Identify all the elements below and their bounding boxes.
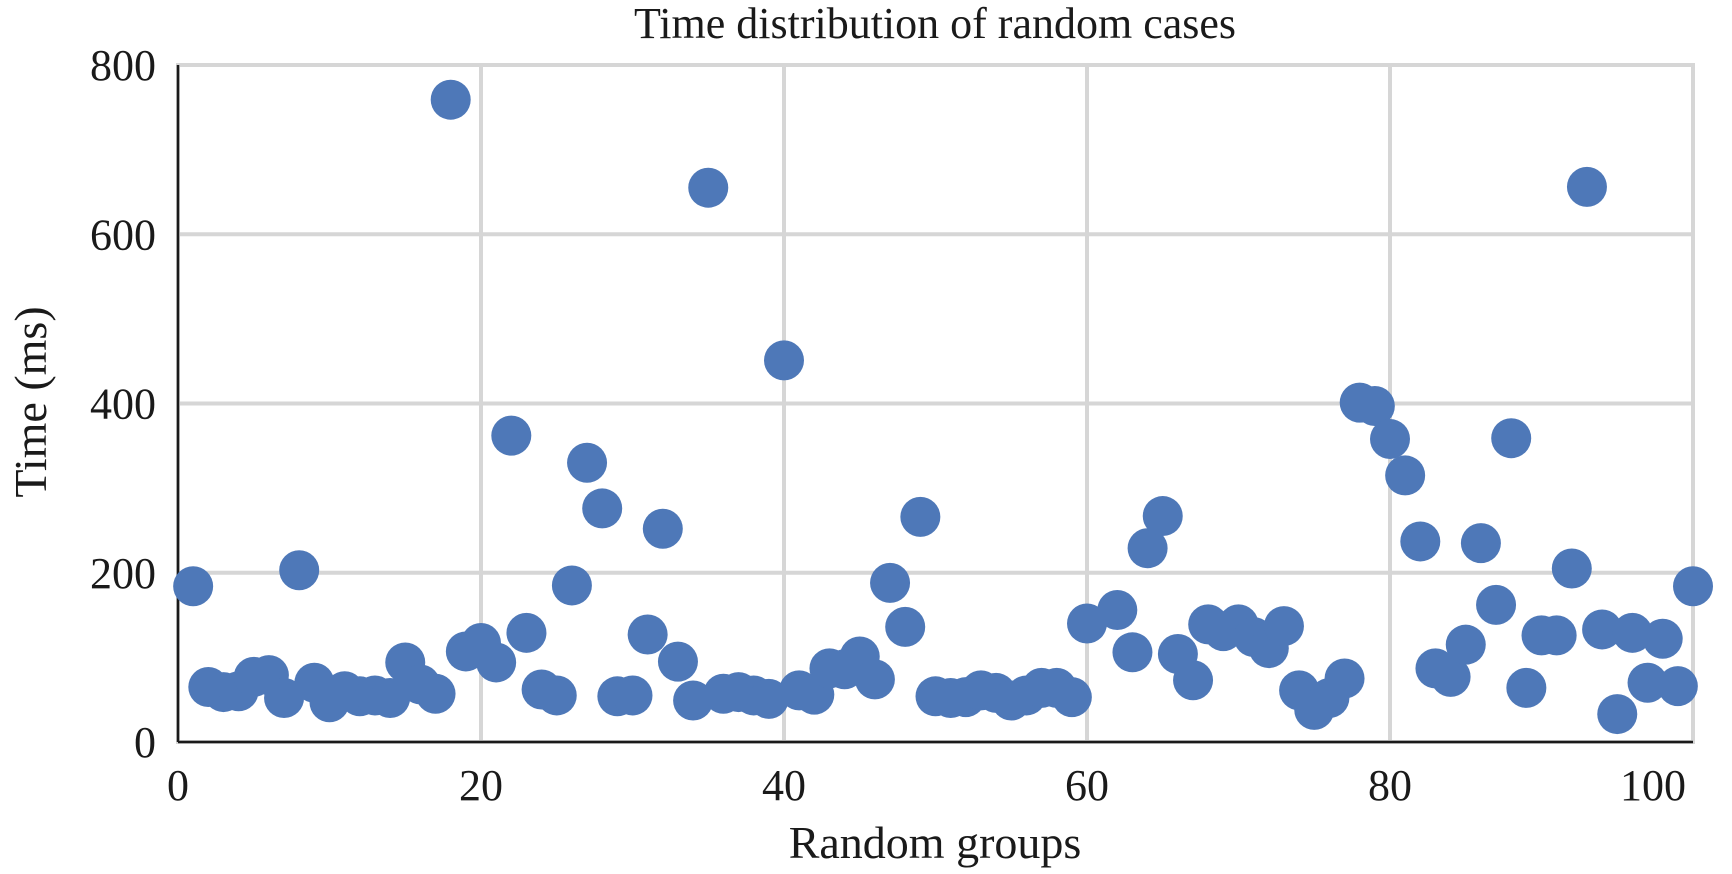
data-point (1642, 618, 1683, 659)
data-point (279, 550, 320, 591)
y-axis-title: Time (ms) (5, 306, 56, 497)
data-point (1627, 662, 1668, 703)
data-point (1597, 694, 1638, 735)
x-tick-label: 100 (1620, 761, 1686, 810)
data-point (1354, 386, 1395, 427)
data-point (582, 488, 623, 529)
data-point (642, 508, 683, 549)
x-tick-labels: 0 20 40 60 80 100 (167, 761, 1686, 810)
y-tick-label: 600 (90, 210, 156, 259)
data-point (1612, 612, 1653, 653)
data-point (1582, 609, 1623, 650)
data-point (1551, 548, 1592, 589)
data-point (1506, 667, 1547, 708)
data-point (1370, 419, 1410, 460)
data-point (476, 642, 517, 683)
data-point (1067, 603, 1107, 644)
x-axis-title: Random groups (789, 817, 1082, 868)
data-point (885, 606, 926, 647)
y-tick-label: 200 (90, 549, 156, 598)
data-point (1400, 521, 1441, 562)
data-point (567, 442, 608, 483)
data-point (657, 641, 698, 682)
data-points (173, 79, 1713, 735)
data-point (1673, 566, 1713, 607)
data-point (506, 612, 547, 653)
data-point (688, 167, 729, 208)
data-point (612, 675, 653, 716)
data-point (673, 680, 714, 721)
chart-title: Time distribution of random cases (634, 0, 1236, 48)
y-tick-label: 800 (90, 41, 156, 90)
data-point (1476, 584, 1517, 625)
data-point (1566, 166, 1607, 207)
data-point (1112, 632, 1153, 673)
data-point (1430, 656, 1471, 697)
data-point (264, 677, 305, 718)
data-point (415, 673, 456, 714)
data-point (1385, 455, 1426, 496)
data-point (1127, 528, 1168, 569)
data-point (551, 565, 592, 606)
x-tick-label: 60 (1065, 761, 1109, 810)
y-tick-labels: 0 200 400 600 800 (90, 41, 156, 767)
data-point (536, 675, 577, 716)
data-point (854, 659, 895, 700)
data-point (1173, 660, 1214, 701)
y-tick-label: 0 (134, 718, 156, 767)
data-point (764, 340, 804, 381)
data-point (1657, 666, 1698, 707)
data-point (1324, 658, 1365, 699)
data-point (1491, 418, 1532, 459)
data-point (1051, 677, 1092, 718)
data-point (1263, 606, 1304, 647)
data-point (1445, 624, 1486, 665)
y-tick-label: 400 (90, 380, 156, 429)
data-point (1536, 615, 1577, 656)
x-tick-label: 40 (762, 761, 806, 810)
x-tick-label: 20 (459, 761, 503, 810)
data-point (870, 562, 911, 603)
data-point (627, 614, 668, 655)
data-point (370, 677, 411, 718)
x-tick-label: 80 (1368, 761, 1412, 810)
data-point (1460, 523, 1501, 564)
data-point (1142, 496, 1183, 537)
data-point (900, 496, 941, 537)
data-point (748, 678, 789, 719)
data-point (491, 415, 532, 456)
data-point (1097, 589, 1138, 630)
data-point (173, 566, 214, 607)
x-tick-label: 0 (167, 761, 189, 810)
data-point (430, 79, 471, 120)
